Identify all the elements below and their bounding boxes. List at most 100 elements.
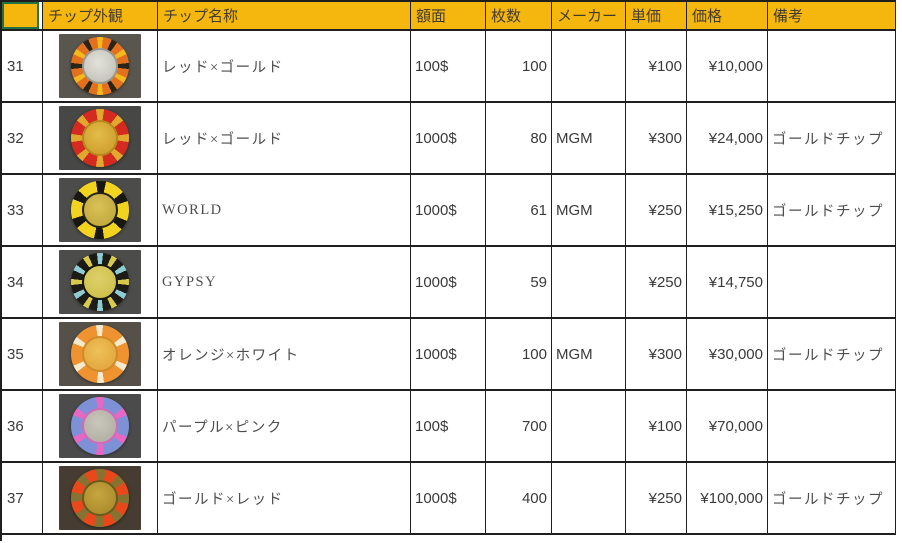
maker-cell[interactable]: MGM	[552, 175, 626, 245]
row-number: 31	[7, 57, 24, 75]
chip-center	[82, 336, 118, 372]
note-cell[interactable]	[768, 31, 896, 101]
chip-name-cell[interactable]: パープル×ピンク	[158, 391, 411, 461]
count-cell[interactable]: 80	[486, 103, 552, 173]
chip-name-cell[interactable]: レッド×ゴールド	[158, 31, 411, 101]
header-cell-corner[interactable]	[2, 2, 43, 29]
unit-price-cell[interactable]: ¥300	[626, 103, 687, 173]
chip-name: オレンジ×ホワイト	[162, 347, 300, 364]
chip-name-cell[interactable]: GYPSY	[158, 247, 411, 317]
count-cell[interactable]: 700	[486, 391, 552, 461]
count-cell[interactable]: 100	[486, 31, 552, 101]
note-cell[interactable]: ゴールドチップ	[768, 319, 896, 389]
face-value: 1000$	[415, 201, 457, 219]
maker-cell[interactable]	[552, 391, 626, 461]
chip-name-cell[interactable]: ゴールド×レッド	[158, 463, 411, 533]
face-value-cell[interactable]: 100$	[411, 391, 486, 461]
price-cell[interactable]: ¥24,000	[687, 103, 768, 173]
maker-cell[interactable]	[552, 31, 626, 101]
chip-image	[71, 469, 129, 527]
price: ¥15,250	[708, 201, 763, 219]
unit-price: ¥100	[648, 57, 682, 75]
price-cell[interactable]: ¥70,000	[687, 391, 768, 461]
unit-price-cell[interactable]: ¥100	[626, 31, 687, 101]
note-cell[interactable]	[768, 391, 896, 461]
chip-name: WORLD	[162, 201, 223, 218]
unit-price-cell[interactable]: ¥250	[626, 463, 687, 533]
unit-price-cell[interactable]: ¥100	[626, 391, 687, 461]
chip-appearance-cell[interactable]	[43, 175, 158, 245]
chip-image	[71, 37, 129, 95]
note-cell[interactable]	[768, 247, 896, 317]
header-cell-face-value[interactable]: 額面	[411, 2, 486, 29]
face-value-cell[interactable]: 1000$	[411, 247, 486, 317]
chip-appearance-cell[interactable]	[43, 463, 158, 533]
maker-cell[interactable]	[552, 463, 626, 533]
chip-photo	[59, 466, 141, 530]
count-cell[interactable]: 100	[486, 319, 552, 389]
face-value-cell[interactable]: 1000$	[411, 175, 486, 245]
unit-price: ¥300	[648, 129, 682, 147]
header-cell-count[interactable]: 枚数	[486, 2, 552, 29]
chip-name-cell[interactable]: レッド×ゴールド	[158, 103, 411, 173]
header-label: チップ名称	[163, 8, 239, 25]
maker-cell[interactable]: MGM	[552, 103, 626, 173]
note-cell[interactable]: ゴールドチップ	[768, 463, 896, 533]
row-number-cell[interactable]: 36	[2, 391, 43, 461]
chip-name: レッド×ゴールド	[162, 59, 284, 76]
face-value-cell[interactable]: 1000$	[411, 463, 486, 533]
face-value-cell[interactable]: 100$	[411, 31, 486, 101]
row-number-cell[interactable]: 37	[2, 463, 43, 533]
chip-appearance-cell[interactable]	[43, 319, 158, 389]
price-cell[interactable]: ¥10,000	[687, 31, 768, 101]
chip-appearance-cell[interactable]	[43, 391, 158, 461]
selected-cell[interactable]	[2, 2, 39, 29]
price-cell[interactable]: ¥14,750	[687, 247, 768, 317]
count-cell[interactable]: 400	[486, 463, 552, 533]
unit-price-cell[interactable]: ¥300	[626, 319, 687, 389]
header-cell-appearance[interactable]: チップ外観	[43, 2, 158, 29]
header-cell-price[interactable]: 価格	[687, 2, 768, 29]
table-row: 32 レッド×ゴールド 1000$ 80 MGM ¥300 ¥24,000 ゴー…	[2, 103, 896, 175]
header-label: 額面	[416, 8, 447, 25]
count-cell[interactable]: 59	[486, 247, 552, 317]
chip-center	[82, 264, 118, 300]
unit-price-cell[interactable]: ¥250	[626, 175, 687, 245]
chip-name-cell[interactable]: オレンジ×ホワイト	[158, 319, 411, 389]
header-cell-unit-price[interactable]: 単価	[626, 2, 687, 29]
table-row: 37 ゴールド×レッド 1000$ 400 ¥250 ¥100,000 ゴールド…	[2, 463, 896, 535]
chip-image	[71, 181, 129, 239]
header-cell-name[interactable]: チップ名称	[158, 2, 411, 29]
table-row: 33 WORLD 1000$ 61 MGM ¥250 ¥15,250 ゴールドチ…	[2, 175, 896, 247]
chip-appearance-cell[interactable]	[43, 103, 158, 173]
chip-appearance-cell[interactable]	[43, 247, 158, 317]
table-row: 36 パープル×ピンク 100$ 700 ¥100 ¥70,000	[2, 391, 896, 463]
price-cell[interactable]: ¥30,000	[687, 319, 768, 389]
row-number-cell[interactable]: 33	[2, 175, 43, 245]
chip-name-cell[interactable]: WORLD	[158, 175, 411, 245]
chip-appearance-cell[interactable]	[43, 31, 158, 101]
price-cell[interactable]: ¥100,000	[687, 463, 768, 533]
price: ¥10,000	[708, 57, 763, 75]
unit-price-cell[interactable]: ¥250	[626, 247, 687, 317]
header-cell-maker[interactable]: メーカー	[552, 2, 626, 29]
count: 80	[530, 129, 547, 147]
note-cell[interactable]: ゴールドチップ	[768, 175, 896, 245]
row-number-cell[interactable]: 34	[2, 247, 43, 317]
face-value-cell[interactable]: 1000$	[411, 319, 486, 389]
row-number-cell[interactable]: 32	[2, 103, 43, 173]
note-cell[interactable]: ゴールドチップ	[768, 103, 896, 173]
chip-center	[82, 120, 118, 156]
count-cell[interactable]: 61	[486, 175, 552, 245]
price-cell[interactable]: ¥15,250	[687, 175, 768, 245]
chip-name: レッド×ゴールド	[162, 131, 284, 148]
unit-price: ¥250	[648, 489, 682, 507]
row-number-cell[interactable]: 35	[2, 319, 43, 389]
face-value-cell[interactable]: 1000$	[411, 103, 486, 173]
row-number-cell[interactable]: 31	[2, 31, 43, 101]
maker-cell[interactable]	[552, 247, 626, 317]
maker-cell[interactable]: MGM	[552, 319, 626, 389]
unit-price: ¥300	[648, 345, 682, 363]
header-cell-note[interactable]: 備考	[768, 2, 896, 29]
